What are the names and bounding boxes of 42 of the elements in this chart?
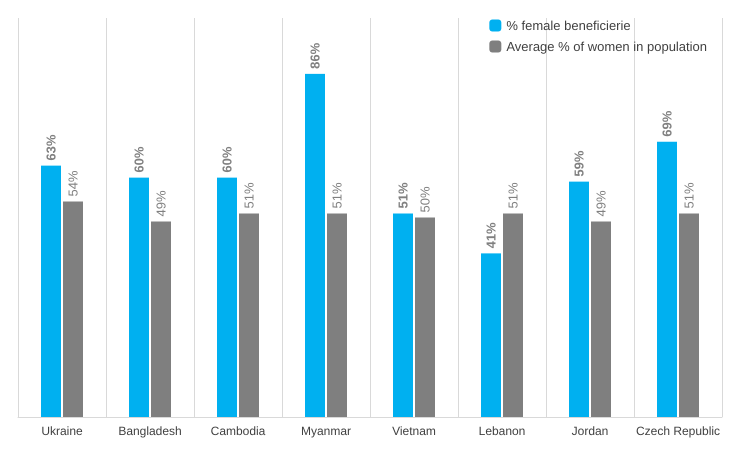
bar [239, 214, 259, 417]
data-label: 49% [154, 190, 168, 216]
x-tick-label: Czech Republic [636, 424, 720, 438]
bar [591, 221, 611, 417]
x-tick-label: Lebanon [478, 424, 526, 438]
bar [63, 202, 83, 417]
x-tick-label: Jordan [572, 424, 608, 438]
bar [415, 218, 435, 417]
legend-label: Average % of women in population [506, 39, 708, 54]
data-label: 51% [506, 182, 520, 209]
data-label: 60% [132, 146, 146, 173]
legend-label: % female beneficierie [506, 18, 631, 33]
x-tick-label: Vietnam [392, 424, 436, 438]
x-tick-label: Bangladesh [118, 424, 182, 438]
bar [327, 214, 347, 417]
bar [481, 253, 501, 417]
data-label: 86% [308, 42, 322, 69]
data-label: 50% [418, 186, 432, 212]
bar [393, 214, 413, 417]
data-label: 54% [66, 170, 80, 197]
bar [129, 178, 149, 417]
bar [217, 178, 237, 417]
data-label: 60% [220, 146, 234, 173]
x-tick-label: Myanmar [300, 424, 352, 438]
bar [503, 214, 523, 417]
data-label: 51% [682, 182, 696, 209]
bar [305, 74, 325, 417]
data-label: 63% [44, 134, 58, 161]
data-label: 49% [594, 190, 608, 216]
data-label: 69% [660, 110, 674, 137]
bar [657, 142, 677, 417]
bar [41, 166, 61, 417]
data-label: 41% [484, 222, 498, 248]
bar [151, 221, 171, 417]
bar [679, 214, 699, 417]
x-tick-label: Ukraine [41, 424, 83, 438]
data-label: 51% [330, 182, 344, 209]
bar [569, 182, 589, 417]
data-label: 51% [396, 182, 410, 209]
data-label: 59% [572, 150, 586, 177]
data-label: 51% [242, 182, 256, 209]
x-tick-label: Cambodia [210, 424, 266, 438]
